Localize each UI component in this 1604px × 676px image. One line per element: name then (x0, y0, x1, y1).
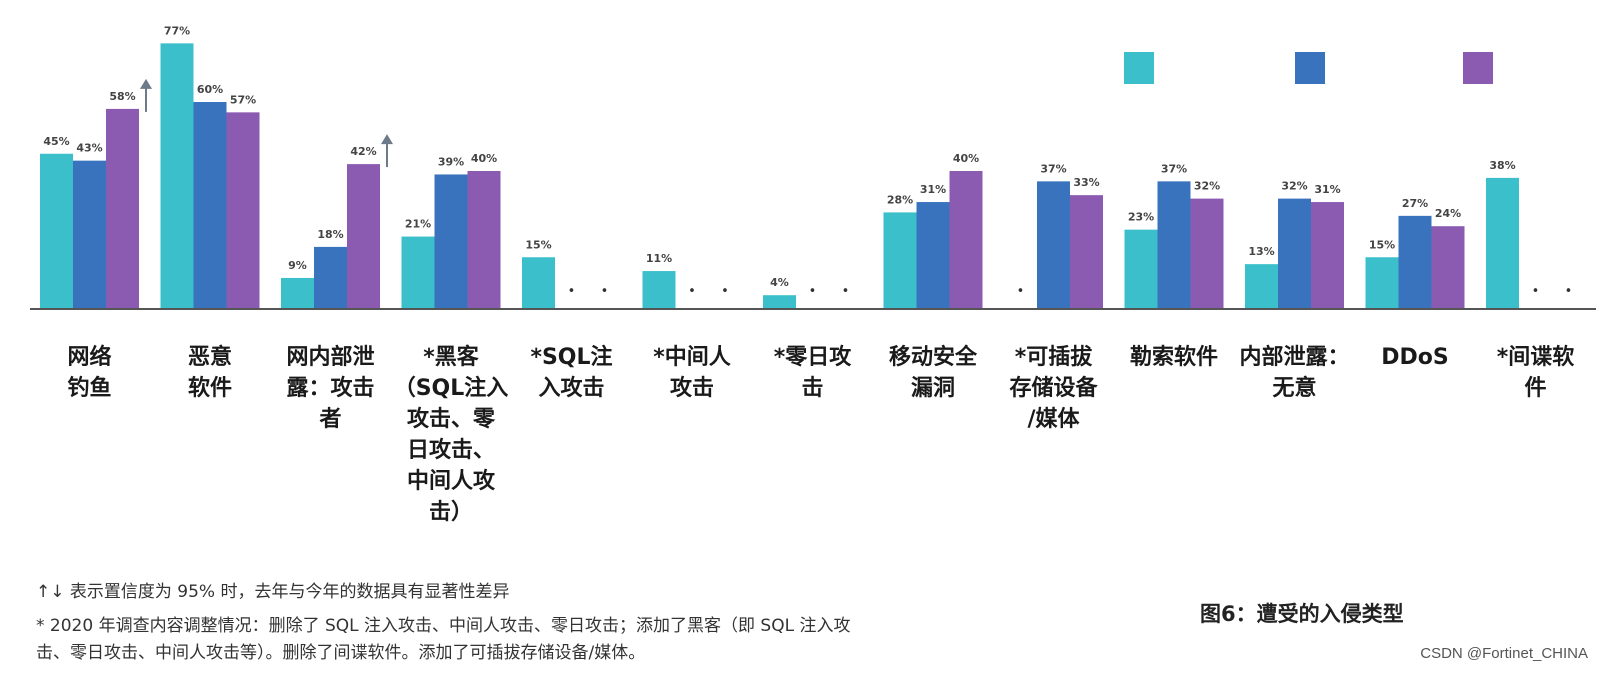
category-label: 网络 钓鱼 (67, 345, 112, 401)
bar (1037, 181, 1070, 309)
data-label: 11% (646, 252, 672, 265)
data-label: 28% (887, 193, 913, 206)
bar (1486, 177, 1519, 309)
bar (106, 108, 139, 310)
category-label: *中间人 攻击 (653, 345, 731, 401)
bar (40, 153, 73, 309)
footnote-changes-line1: * 2020 年调查内容调整情况：删除了 SQL 注入攻击、中间人攻击、零日攻击… (36, 616, 851, 636)
missing-marker: • (601, 284, 609, 299)
bar (226, 112, 260, 309)
missing-marker: • (1017, 284, 1025, 299)
data-label: 33% (1073, 176, 1099, 189)
data-label: 15% (1369, 238, 1395, 251)
bar (1157, 181, 1191, 309)
bar (160, 43, 194, 309)
bar (1431, 226, 1465, 309)
legend (1124, 52, 1493, 84)
category-label: 内部泄露： 无意 (1239, 345, 1350, 401)
data-label: 40% (953, 152, 979, 165)
data-label: 27% (1402, 197, 1428, 210)
data-label: 43% (76, 142, 102, 155)
bar (1398, 215, 1432, 309)
bar (314, 246, 347, 309)
bar (1245, 264, 1278, 309)
bars (40, 43, 1519, 310)
data-label: 31% (920, 183, 946, 196)
data-label: 31% (1314, 183, 1340, 196)
data-label: 37% (1161, 162, 1187, 175)
bar (1311, 202, 1344, 309)
bar (73, 160, 106, 309)
data-label: 15% (525, 238, 551, 251)
arrow-up-icon (381, 134, 393, 168)
legend-swatch (1295, 52, 1325, 84)
bar (281, 277, 314, 309)
data-label: 60% (197, 83, 223, 96)
missing-marker: • (1565, 284, 1573, 299)
category-label: 勒索软件 (1129, 345, 1218, 370)
data-label: 45% (43, 135, 69, 148)
data-label: 32% (1281, 180, 1307, 193)
data-label: 23% (1128, 211, 1154, 224)
bar (467, 171, 501, 309)
bar (401, 236, 435, 309)
data-label: 9% (288, 259, 307, 272)
data-label: 32% (1194, 180, 1220, 193)
legend-swatch (1463, 52, 1493, 84)
data-label: 37% (1040, 162, 1066, 175)
missing-marker: • (1532, 284, 1540, 299)
category-label: 移动安全 漏洞 (888, 345, 977, 401)
missing-marker: • (688, 284, 696, 299)
category-label: *零日攻 击 (773, 345, 852, 401)
category-label: DDoS (1381, 345, 1449, 370)
data-labels: 45% 43% 58% 77% 60% 57% 9% 18% 42% 21% 39% 40% 15% • •… (43, 24, 1572, 299)
bar (1278, 198, 1311, 309)
footnote-significance: ↑↓ 表示置信度为 95% 时，去年与今年的数据具有显著性差异 (36, 582, 510, 602)
category-label: *黑客 （SQL注入 攻击、零 日攻击、 中间人攻 击） (393, 345, 509, 525)
footnote-changes-line2: 击、零日攻击、中间人攻击等）。删除了间谍软件。添加了可插拔存储设备/媒体。 (36, 643, 646, 663)
data-label: 58% (109, 90, 135, 103)
bar-chart: 45% 43% 58% 77% 60% 57% 9% 18% 42% 21% 39% 40% 15% • •… (30, 24, 1596, 310)
data-label: 18% (317, 228, 343, 241)
category-label: *可插拔 存储设备 /媒体 (1009, 345, 1098, 432)
missing-marker: • (721, 284, 729, 299)
bar (1070, 195, 1103, 309)
bar (434, 174, 468, 309)
data-label: 13% (1248, 245, 1274, 258)
bar (1190, 198, 1224, 309)
missing-marker: • (568, 284, 576, 299)
category-label: 恶意 软件 (187, 345, 232, 401)
bar (916, 202, 950, 309)
bar (347, 164, 380, 309)
data-label: 38% (1489, 159, 1515, 172)
bar (763, 295, 796, 309)
data-label: 40% (471, 152, 497, 165)
missing-marker: • (842, 284, 850, 299)
data-label: 21% (405, 218, 431, 231)
bar (949, 171, 983, 309)
bar (522, 257, 555, 309)
category-label: *间谍软 件 (1496, 345, 1575, 401)
watermark: CSDN @Fortinet_CHINA (1420, 645, 1588, 662)
data-label: 57% (230, 93, 256, 106)
bar (883, 212, 917, 309)
bar (1365, 257, 1399, 309)
data-label: 24% (1435, 207, 1461, 220)
category-label: *SQL注 入攻击 (530, 345, 613, 401)
missing-marker: • (809, 284, 817, 299)
category-label: 网内部泄 露：攻击 者 (286, 345, 375, 432)
data-label: 42% (350, 145, 376, 158)
bar (1124, 229, 1158, 309)
data-label: 39% (438, 155, 464, 168)
arrow-up-icon (140, 78, 152, 112)
bar (193, 102, 227, 309)
data-label: 77% (164, 24, 190, 37)
legend-swatch (1124, 52, 1154, 84)
figure-caption: 图6：遭受的入侵类型 (1200, 602, 1404, 626)
data-label: 4% (770, 276, 789, 289)
bar (642, 271, 676, 309)
